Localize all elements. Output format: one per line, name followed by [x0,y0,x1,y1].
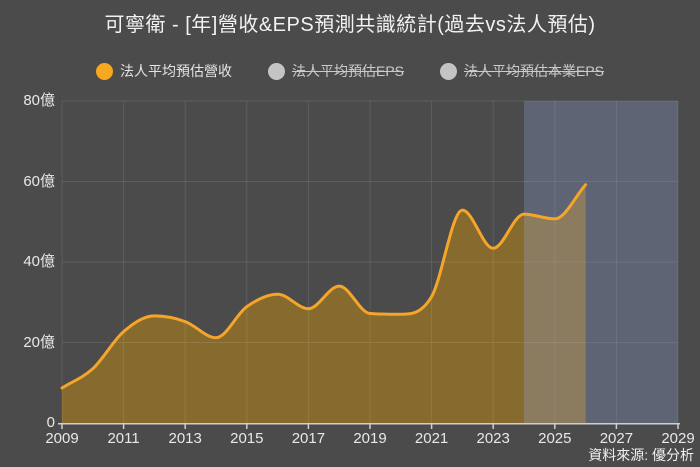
y-tick-label: 60億 [23,172,55,190]
x-tick-label: 2025 [538,430,572,447]
revenue-series-dot-icon [95,62,113,80]
legend-item-core-eps[interactable]: 法人平均預估本業EPS [440,61,604,81]
x-tick-label: 2015 [230,430,264,447]
x-tick-label: 2017 [291,430,326,447]
y-tick-label: 0 [46,414,55,431]
legend-item-label: 法人平均預估本業EPS [464,63,605,79]
chart-legend: 法人平均預估營收 法人平均預估EPS 法人平均預估本業EPS [0,61,700,81]
y-tick-label: 40億 [23,253,55,270]
x-tick-label: 2023 [476,430,510,447]
x-tick-label: 2019 [353,430,387,447]
legend-item-label: 法人平均預估營收 [119,63,232,79]
forecast-region-overlay [524,101,678,423]
revenue-area-fill [62,184,586,423]
x-tick-label: 2009 [45,430,79,447]
chart-title: 可寧衛 - [年]營收&EPS預測共識統計(過去vs法人預估) [104,14,596,36]
legend-item-eps[interactable]: 法人平均預估EPS [267,61,404,81]
x-tick-label: 2029 [661,430,695,447]
y-tick-label: 80億 [23,92,55,109]
y-tick-label: 20億 [23,333,55,351]
x-tick-label: 2013 [168,430,202,447]
x-tick-label: 2021 [414,430,449,447]
core-eps-series-dot-icon [440,62,457,80]
x-tick-label: 2011 [107,430,140,447]
eps-series-dot-icon [267,62,285,80]
source-label: 資料來源: 優分析 [588,447,694,463]
legend-item-revenue[interactable]: 法人平均預估營收 [95,61,232,81]
x-tick-label: 2027 [599,430,634,447]
legend-item-label: 法人平均預估EPS [291,63,404,79]
revenue-line [60,183,588,390]
